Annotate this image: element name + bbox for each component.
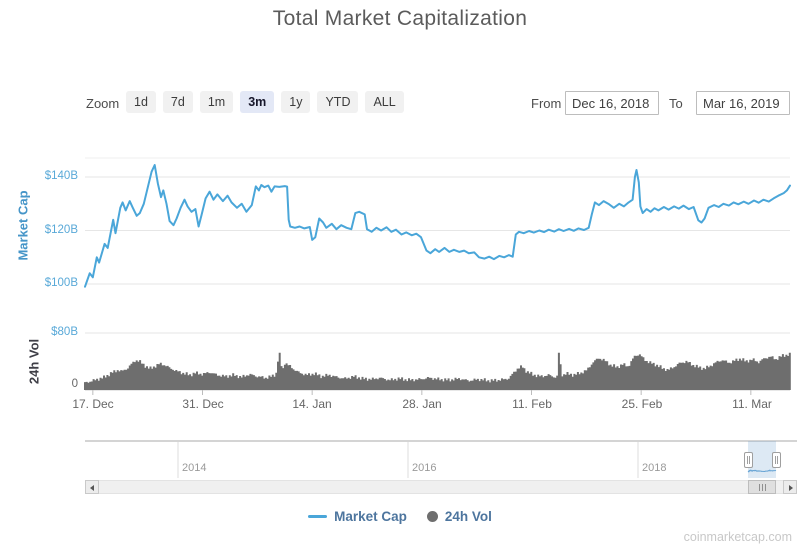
ytick-140b: $140B	[44, 170, 78, 182]
market-cap-line-swatch-icon	[308, 515, 328, 518]
zoom-range-label: Zoom	[86, 96, 120, 111]
zoom-button-ytd[interactable]: YTD	[317, 91, 359, 113]
page-title: Total Market Capitalization	[272, 7, 528, 30]
navigator-year-2014: 2014	[182, 462, 207, 474]
scrollbar-track[interactable]	[85, 480, 797, 494]
ytick-120b: $120B	[44, 224, 78, 236]
navigator-year-2016: 2016	[412, 462, 437, 474]
xtick-14-jan: 14. Jan	[292, 397, 332, 411]
zoom-range-buttons: 1d 7d 1m 3m 1y YTD ALL	[126, 91, 404, 113]
zoom-button-1d[interactable]: 1d	[126, 91, 156, 113]
watermark-coinmarketcap: coinmarketcap.com	[683, 530, 792, 544]
legend-item-market-cap[interactable]: Market Cap	[308, 509, 407, 524]
zoom-button-7d[interactable]: 7d	[162, 91, 193, 113]
legend-24h-vol-label: 24h Vol	[444, 509, 492, 524]
zoom-button-3m[interactable]: 3m	[240, 91, 275, 113]
to-date-label: To	[669, 96, 683, 111]
xtick-28-jan: 28. Jan	[402, 397, 442, 411]
legend-market-cap-label: Market Cap	[334, 509, 407, 524]
navigator-left-handle[interactable]	[744, 452, 753, 468]
legend-item-24h-vol[interactable]: 24h Vol	[426, 509, 492, 524]
scrollbar-left-arrow[interactable]	[85, 480, 99, 494]
zoom-button-1y[interactable]: 1y	[281, 91, 311, 113]
from-date-label: From	[531, 96, 562, 111]
ytick-80b: $80B	[51, 326, 78, 338]
xtick-31-dec: 31. Dec	[182, 397, 224, 411]
legend: Market Cap 24h Vol	[0, 509, 800, 524]
vol-circle-swatch-icon	[426, 511, 438, 522]
from-date-input[interactable]	[565, 91, 659, 115]
xtick-17-dec: 17. Dec	[72, 397, 114, 411]
navigator-right-handle[interactable]	[772, 452, 781, 468]
scrollbar-thumb[interactable]	[748, 480, 776, 494]
zoom-button-1m[interactable]: 1m	[199, 91, 234, 113]
zoom-button-all[interactable]: ALL	[365, 91, 404, 113]
xtick-25-feb: 25. Feb	[621, 397, 663, 411]
ytick-100b: $100B	[44, 277, 78, 289]
to-date-input[interactable]	[696, 91, 790, 115]
scrollbar-right-arrow[interactable]	[783, 480, 797, 494]
navigator-year-2018: 2018	[642, 462, 667, 474]
xtick-11-feb: 11. Feb	[512, 397, 552, 411]
ytick-zero: 0	[71, 378, 78, 390]
chart-plot-area[interactable]	[85, 155, 790, 390]
xtick-11-mar: 11. Mar	[732, 397, 772, 411]
